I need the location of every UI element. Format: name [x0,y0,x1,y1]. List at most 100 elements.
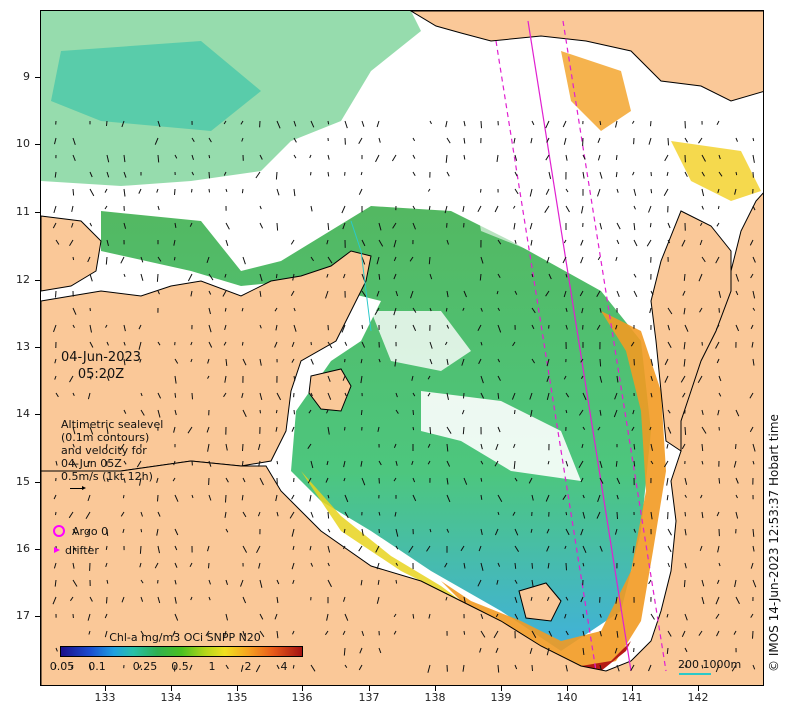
velocity-vector [156,528,159,536]
velocity-vector [378,511,381,516]
velocity-vector [393,613,397,618]
velocity-vector [582,392,587,401]
velocity-vector [376,120,380,128]
velocity-vector [121,120,125,128]
velocity-vector [206,256,210,264]
velocity-vector [633,222,636,231]
velocity-vector [545,494,550,502]
velocity-vector [327,222,330,231]
velocity-vector [497,562,501,567]
velocity-vector [121,596,125,603]
velocity-vector [72,324,75,328]
velocity-vector [344,120,348,129]
velocity-vector [615,324,618,330]
velocity-vector [259,290,262,297]
velocity-vector [136,460,142,468]
velocity-vector [480,528,483,536]
velocity-vector [54,664,57,670]
velocity-vector [189,222,193,227]
velocity-vector [512,341,516,347]
velocity-vector [106,375,110,381]
velocity-vector [699,307,703,313]
argo-circle-icon [53,525,65,537]
velocity-vector [174,154,178,159]
velocity-vector [89,222,93,227]
velocity-vector [190,290,193,297]
velocity-vector [206,426,210,433]
velocity-vector [104,613,108,619]
map-frame[interactable] [40,10,764,686]
velocity-vector [716,579,720,584]
velocity-vector [225,664,229,670]
velocity-vector [327,579,332,588]
velocity-vector [616,290,620,297]
velocity-vector [190,341,193,346]
velocity-vector [72,579,78,587]
velocity-vector [327,256,333,264]
velocity-vector [207,358,210,364]
velocity-vector [275,171,278,180]
velocity-vector [429,426,432,435]
velocity-vector [276,630,279,639]
velocity-vector [479,273,482,281]
velocity-vector [173,460,176,466]
velocity-vector [257,511,261,517]
velocity-vector [106,341,109,346]
velocity-vector [293,324,297,332]
velocity-vector [412,324,417,332]
velocity-vector [597,426,601,431]
velocity-vector [187,426,193,434]
velocity-vector [565,562,567,571]
velocity-vector [546,528,550,534]
velocity-vector [616,477,621,485]
velocity-vector [735,290,739,296]
velocity-vector [563,290,567,298]
velocity-vector [276,664,280,670]
velocity-vector [666,494,669,501]
velocity-vector [715,596,720,605]
velocity-vector [513,460,516,469]
velocity-vector [479,647,482,653]
velocity-vector [599,545,603,552]
velocity-vector [344,341,348,346]
velocity-vector [580,596,584,603]
velocity-vector [666,613,669,618]
velocity-vector [446,494,451,503]
velocity-vector [157,290,160,295]
velocity-vector [86,528,91,534]
velocity-vector [223,392,227,398]
velocity-vector [531,324,535,330]
velocity-vector [190,596,193,601]
cloud-gap-1 [421,391,581,481]
velocity-vector [55,647,58,652]
velocity-vector [411,460,414,465]
velocity-vector [580,358,584,363]
velocity-vector [393,239,397,248]
velocity-vector [258,562,261,569]
velocity-vector [461,358,465,366]
velocity-vector [208,154,211,159]
velocity-vector [174,188,176,195]
velocity-vector [140,630,144,636]
velocity-vector [480,392,485,399]
velocity-vector [411,375,414,381]
velocity-vector [446,324,450,329]
velocity-vector [55,239,60,245]
velocity-vector [683,273,686,281]
velocity-vector [361,324,364,329]
velocity-vector [444,205,448,214]
velocity-vector [242,409,247,418]
velocity-vector [123,341,126,346]
velocity-vector [358,545,363,552]
colorbar-tick: 0.5 [171,660,189,673]
velocity-vector [666,171,669,177]
velocity-vector [648,664,652,672]
drifter-label: drifter [65,544,99,557]
velocity-vector-field [52,120,757,673]
velocity-vector [564,613,567,619]
velocity-vector [189,664,193,671]
velocity-vector [562,256,567,264]
velocity-vector [650,443,653,451]
velocity-vector [377,579,380,585]
velocity-vector [615,256,618,262]
